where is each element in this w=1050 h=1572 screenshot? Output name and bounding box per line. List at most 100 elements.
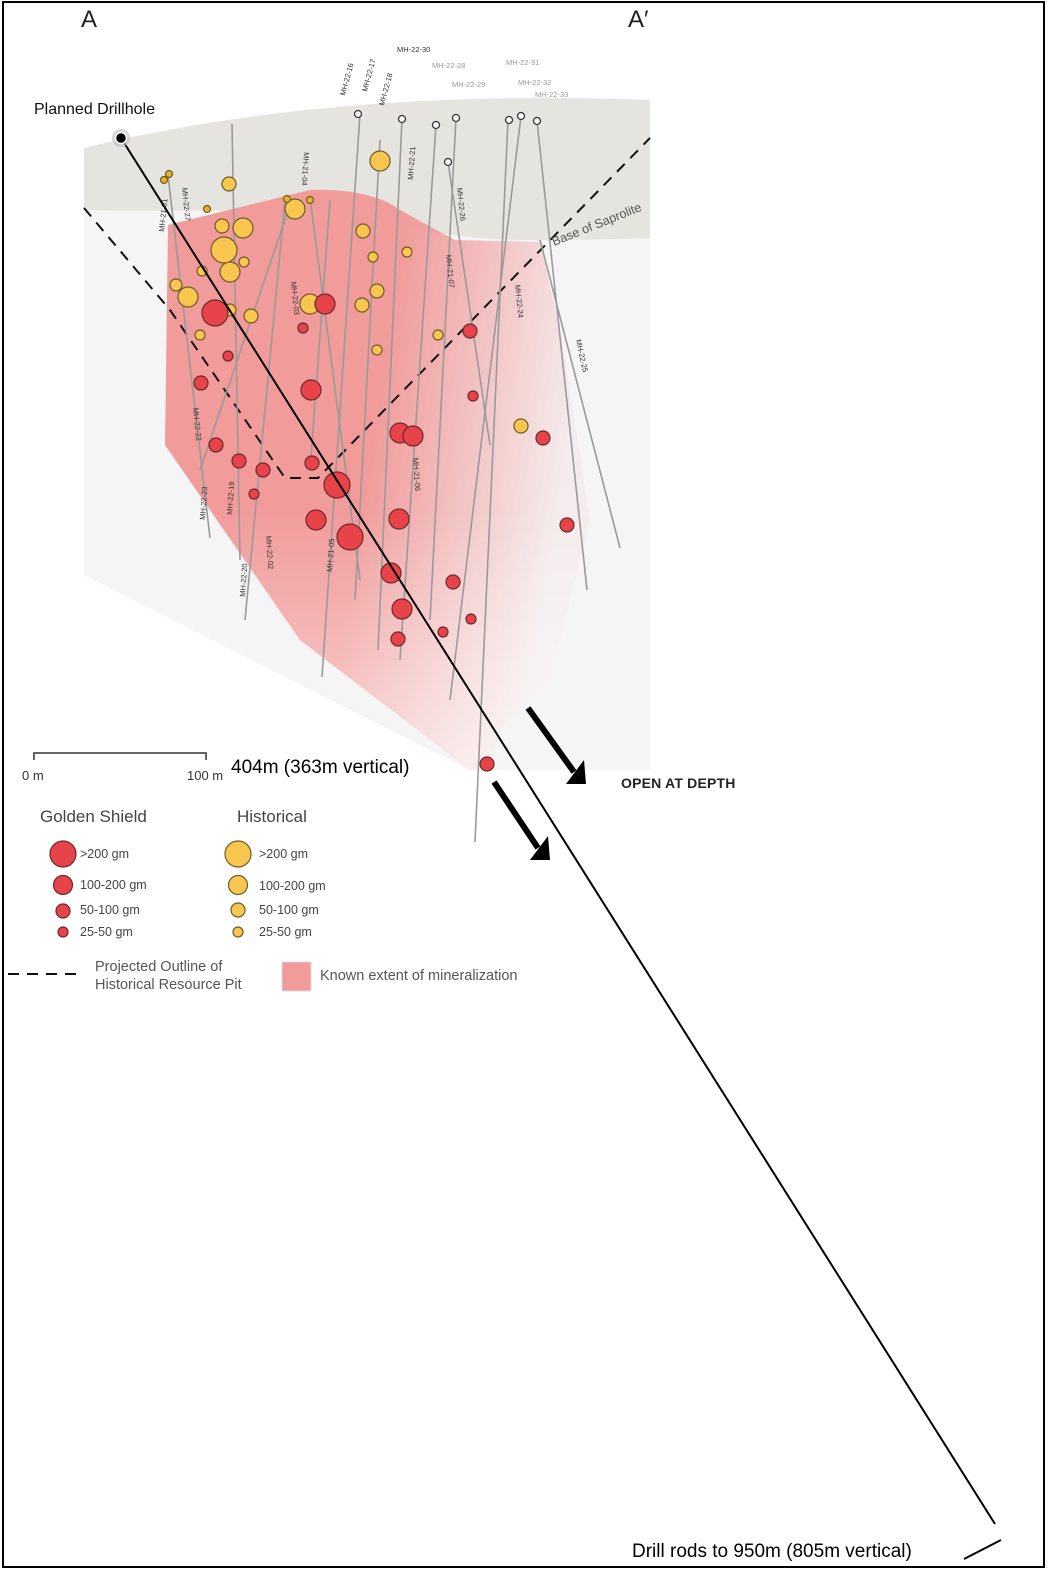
golden-shield-intercept <box>445 574 461 590</box>
drill-trace <box>447 161 491 446</box>
historical-intercept <box>401 246 413 258</box>
golden-shield-intercept <box>535 430 551 446</box>
collar <box>397 114 407 124</box>
drillhole-label: MH-22-20 <box>238 563 249 597</box>
scale-end-label: 100 m <box>187 768 224 783</box>
collar <box>504 115 514 125</box>
historical-intercept <box>232 217 254 239</box>
golden-shield-intercept <box>314 293 336 315</box>
drillhole-label: MH-22-23 <box>198 486 209 520</box>
drillhole-label: MH-21-01 <box>157 198 169 232</box>
drillhole-label: MH-22-32 <box>518 78 551 87</box>
golden-shield-intercept <box>297 322 309 334</box>
historical-intercept <box>305 195 315 205</box>
collar <box>431 120 441 130</box>
drill-trace <box>354 139 381 601</box>
historical-intercept <box>513 418 529 434</box>
golden-shield-intercept <box>193 375 209 391</box>
historical-intercept <box>221 176 237 192</box>
down-arrow-icon <box>525 706 577 774</box>
drill-trace <box>429 117 457 621</box>
historical-intercept <box>219 261 241 283</box>
drill-trace <box>449 115 522 701</box>
collar <box>532 116 542 126</box>
drillhole-label: MH-22-18 <box>377 72 394 107</box>
historical-intercept <box>371 344 383 356</box>
planned-drillhole-trace <box>120 137 996 1525</box>
open-at-depth-arrows <box>491 706 586 860</box>
legend-gs-symbol <box>49 840 77 868</box>
drill-trace <box>321 113 361 678</box>
golden-shield-intercept <box>391 598 413 620</box>
drillhole-label: MH-22-24 <box>513 284 525 318</box>
legend-historical-title: Historical <box>237 807 307 826</box>
section-end-label: A′ <box>628 6 649 33</box>
drillhole-label: MH-22-17 <box>360 58 377 93</box>
drill-trace <box>167 174 211 539</box>
golden-shield-intercept <box>402 425 424 447</box>
legend-hist-symbol <box>232 926 244 938</box>
legend-mineralization-swatch <box>281 961 312 992</box>
drill-trace <box>539 239 621 549</box>
golden-shield-intercept <box>300 379 322 401</box>
historical-intercept <box>210 236 238 264</box>
golden-shield-intercept <box>437 626 449 638</box>
golden-shield-intercept <box>479 756 495 772</box>
golden-shield-intercept <box>222 350 234 362</box>
historical-intercept <box>369 150 391 172</box>
drillhole-label: MH-22-29 <box>452 80 485 89</box>
planned-drillhole-label: Planned Drillhole <box>34 101 155 118</box>
drill-trace <box>377 118 403 651</box>
historical-intercept <box>355 223 371 239</box>
golden-shield-intercept <box>390 631 406 647</box>
golden-shield-intercept <box>304 455 320 471</box>
drill-rods-label: Drill rods to 950m (805m vertical) <box>632 1541 912 1562</box>
section-start-label: A <box>81 6 98 33</box>
mineralization-fade <box>165 189 590 771</box>
golden-shield-intercept <box>201 299 229 327</box>
drillhole-label: MH-22-33 <box>535 90 568 99</box>
historical-intercept <box>159 175 169 185</box>
legend-gs-symbol <box>57 926 69 938</box>
drill-trace <box>536 120 588 591</box>
drill-trace <box>399 124 437 661</box>
historical-intercept <box>282 194 292 204</box>
golden-shield-intercept <box>467 390 479 402</box>
golden-shield-intercept <box>248 488 260 500</box>
drillhole-label: MH-22-03 <box>289 281 301 315</box>
drillhole-label: MH-22-26 <box>455 187 467 221</box>
historical-intercept <box>202 204 212 214</box>
legend-gs-item: 25-50 gm <box>80 925 133 939</box>
historical-intercept <box>284 198 306 220</box>
legend-gs-item: 50-100 gm <box>80 903 140 917</box>
drillhole-label: MH-22-16 <box>338 62 355 97</box>
historical-intercept <box>243 308 259 324</box>
legend-historical-symbols <box>224 840 252 938</box>
drillhole-label: MH-22-28 <box>432 61 465 70</box>
golden-shield-intercept <box>305 509 327 531</box>
legend-mineralization-label: Known extent of mineralization <box>320 968 518 984</box>
golden-shield-intercept <box>465 613 477 625</box>
drill-trace <box>199 204 291 471</box>
arrowhead <box>566 760 586 784</box>
golden-shield-intercept <box>255 462 271 478</box>
drillhole-label: MH-22-22 <box>191 407 203 441</box>
saprolite-band <box>84 98 650 241</box>
drillhole-label: MH-22-30 <box>397 45 430 54</box>
arrowhead <box>530 836 550 860</box>
collar <box>443 157 453 167</box>
historical-intercept <box>369 283 385 299</box>
golden-shield-intercept <box>462 323 478 339</box>
drillhole-label: MH-21-06 <box>411 458 422 492</box>
drill-trace <box>231 123 241 561</box>
legend-hist-item: >200 gm <box>259 847 308 861</box>
depth-marker-label: 404m (363m vertical) <box>231 757 410 778</box>
historical-intercept <box>354 297 370 313</box>
golden-shield-intercept <box>336 523 364 551</box>
legend-hist-symbol <box>224 840 252 868</box>
planned-collar <box>114 131 128 145</box>
golden-shield-intercept <box>231 453 247 469</box>
historical-intercept <box>164 169 174 179</box>
